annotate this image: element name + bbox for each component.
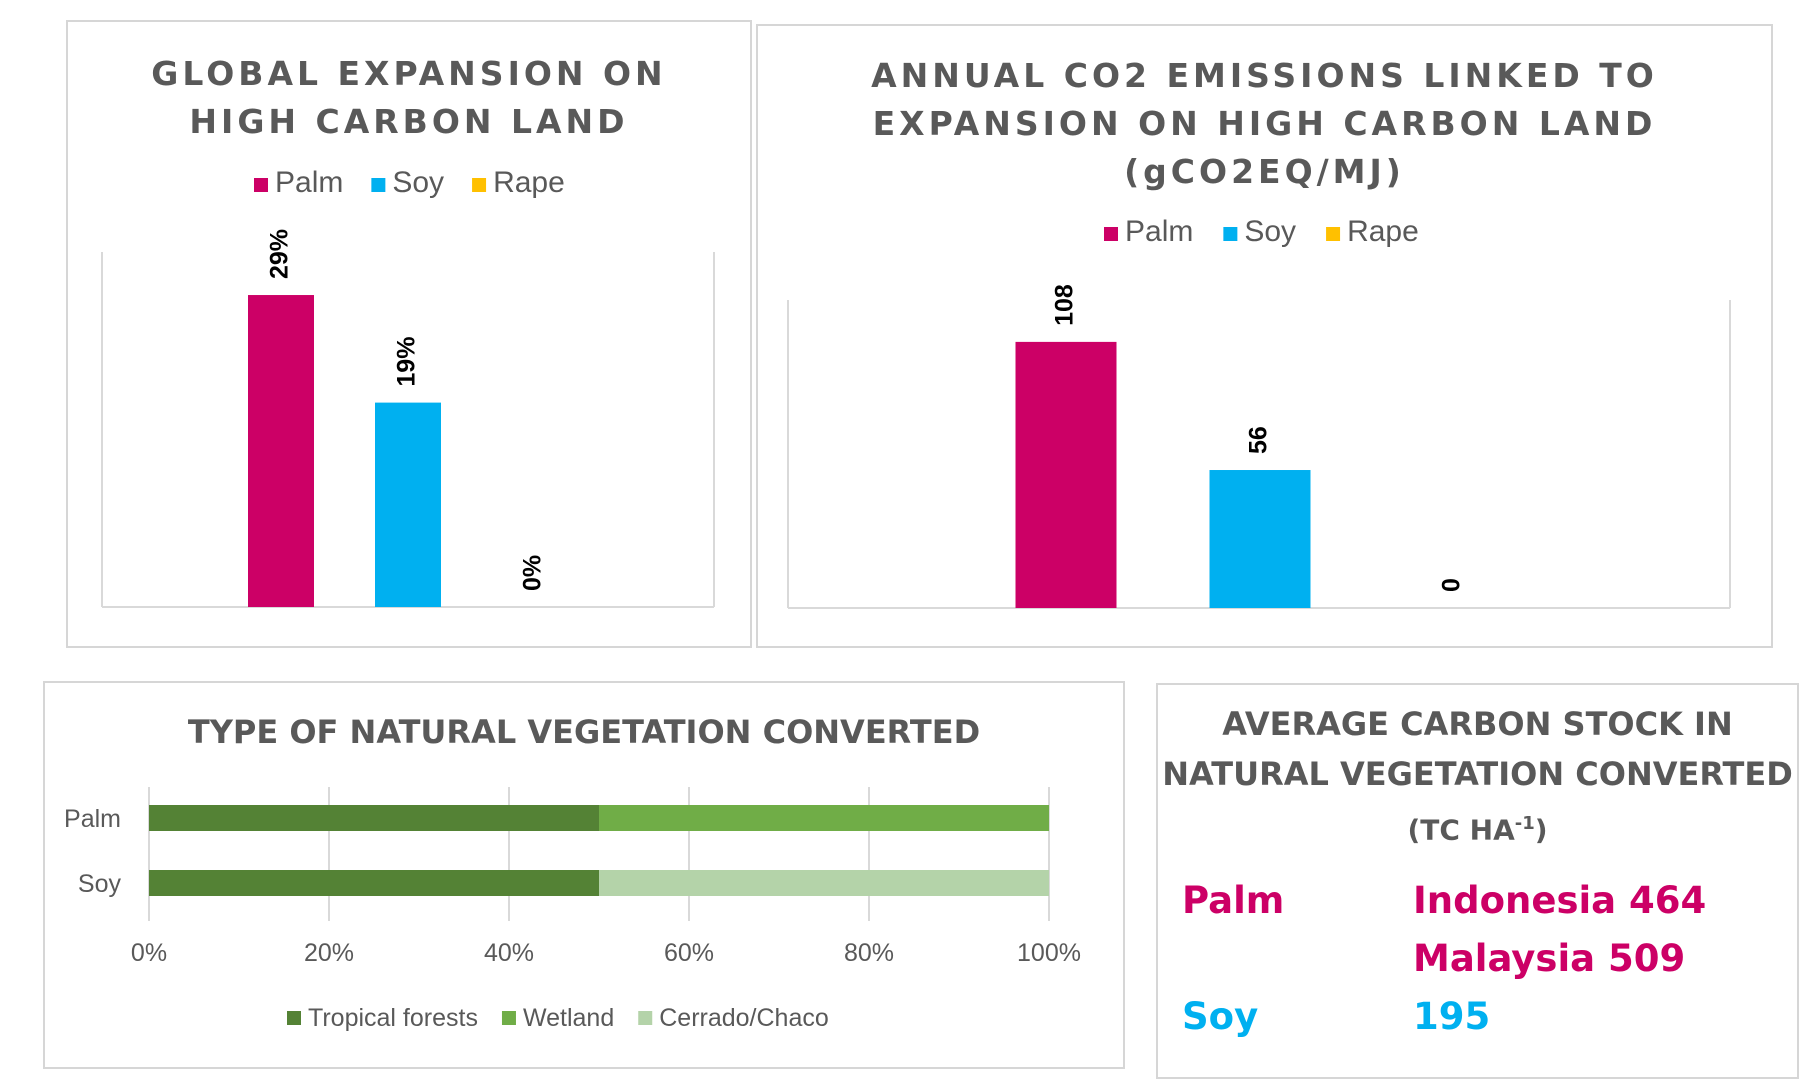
bar-palm bbox=[248, 295, 314, 607]
legend-swatch-tropical-forests bbox=[287, 1011, 301, 1025]
panel-carbon-stock: AVERAGE CARBON STOCK IN NATURAL VEGETATI… bbox=[1156, 683, 1799, 1079]
chart-global-expansion: Palm Soy Rape 29% 19% 0% bbox=[101, 166, 715, 608]
legend-label-palm: Palm bbox=[275, 166, 343, 199]
panel2-title: ANNUAL CO2 EMISSIONS LINKED TO EXPANSION… bbox=[758, 52, 1771, 196]
x-tick-label: 20% bbox=[304, 939, 354, 967]
x-tick-label: 60% bbox=[664, 939, 714, 967]
legend-label-cerrado-chaco: Cerrado/Chaco bbox=[659, 1004, 829, 1032]
chart-vegetation-type: 0% 20% 40% 60% 80% 100% Palm Soy Tropical forest… bbox=[64, 787, 1081, 1032]
panel1-title-line1: GLOBAL EXPANSION ON bbox=[151, 54, 667, 93]
x-tick-label: 0% bbox=[131, 939, 167, 967]
data-label-soy: 56 bbox=[1245, 426, 1273, 454]
stock-soy-label: Soy bbox=[1182, 995, 1259, 1038]
legend-label-wetland: Wetland bbox=[523, 1004, 614, 1032]
stock-palm-label: Palm bbox=[1182, 879, 1285, 922]
legend-label-soy: Soy bbox=[1244, 215, 1296, 248]
legend-swatch-wetland bbox=[501, 1011, 516, 1025]
legend-swatch-rape bbox=[1326, 227, 1341, 241]
panel4-title-line3: (TC HA-1) bbox=[1407, 813, 1548, 847]
legend-label-rape: Rape bbox=[1347, 215, 1419, 248]
legend-swatch-cerrado-chaco bbox=[638, 1011, 653, 1025]
legend-label-rape: Rape bbox=[493, 166, 565, 199]
panel1-title: GLOBAL EXPANSION ON HIGH CARBON LAND bbox=[68, 50, 750, 146]
panel3-title: TYPE OF NATURAL VEGETATION CONVERTED bbox=[187, 713, 981, 751]
x-tick-label: 100% bbox=[1017, 939, 1081, 967]
legend-swatch-soy bbox=[371, 178, 386, 192]
panel1-title-line2: HIGH CARBON LAND bbox=[189, 102, 629, 141]
data-label-soy: 19% bbox=[393, 337, 421, 387]
data-label-rape: 0% bbox=[519, 555, 547, 591]
legend-label-palm: Palm bbox=[1125, 215, 1193, 248]
panel4-title-line2: NATURAL VEGETATION CONVERTED bbox=[1162, 755, 1793, 793]
bar-palm-tropical-forests bbox=[149, 805, 599, 831]
legend-label-soy: Soy bbox=[392, 166, 444, 199]
data-label-rape: 0 bbox=[1438, 578, 1466, 592]
bar-soy bbox=[375, 402, 441, 607]
bar-soy bbox=[1209, 470, 1311, 608]
x-tick-label: 80% bbox=[844, 939, 894, 967]
category-label-soy: Soy bbox=[78, 870, 122, 898]
data-label-palm: 29% bbox=[266, 229, 294, 279]
panel2-title-line3: (gCO2EQ/MJ) bbox=[1124, 152, 1405, 191]
panel-annual-emissions: ANNUAL CO2 EMISSIONS LINKED TO EXPANSION… bbox=[756, 24, 1773, 648]
panel4-title-line1: AVERAGE CARBON STOCK IN bbox=[1222, 705, 1733, 743]
category-label-palm: Palm bbox=[64, 805, 121, 833]
stock-palm-value1: Indonesia 464 bbox=[1413, 879, 1707, 922]
panel2-title-line2: EXPANSION ON HIGH CARBON LAND bbox=[872, 104, 1657, 143]
chart-annual-emissions: Palm Soy Rape 108 56 0 bbox=[787, 215, 1731, 609]
bar-soy-tropical-forests bbox=[149, 870, 599, 896]
legend-swatch-rape bbox=[472, 178, 487, 192]
stock-soy-value: 195 bbox=[1413, 995, 1491, 1038]
data-label-palm: 108 bbox=[1051, 284, 1079, 326]
x-tick-label: 40% bbox=[484, 939, 534, 967]
stock-palm-value2: Malaysia 509 bbox=[1413, 937, 1686, 980]
legend-label-tropical-forests: Tropical forests bbox=[308, 1004, 478, 1032]
bar-palm bbox=[1015, 341, 1117, 608]
bar-soy-cerrado-chaco bbox=[599, 870, 1049, 896]
legend-swatch-soy bbox=[1223, 227, 1238, 241]
legend-swatch-palm bbox=[1104, 227, 1118, 241]
panel4-title: AVERAGE CARBON STOCK IN NATURAL VEGETATI… bbox=[1158, 699, 1797, 855]
legend-swatch-palm bbox=[254, 178, 268, 192]
bar-palm-wetland bbox=[599, 805, 1049, 831]
panel2-title-line1: ANNUAL CO2 EMISSIONS LINKED TO bbox=[871, 56, 1658, 95]
